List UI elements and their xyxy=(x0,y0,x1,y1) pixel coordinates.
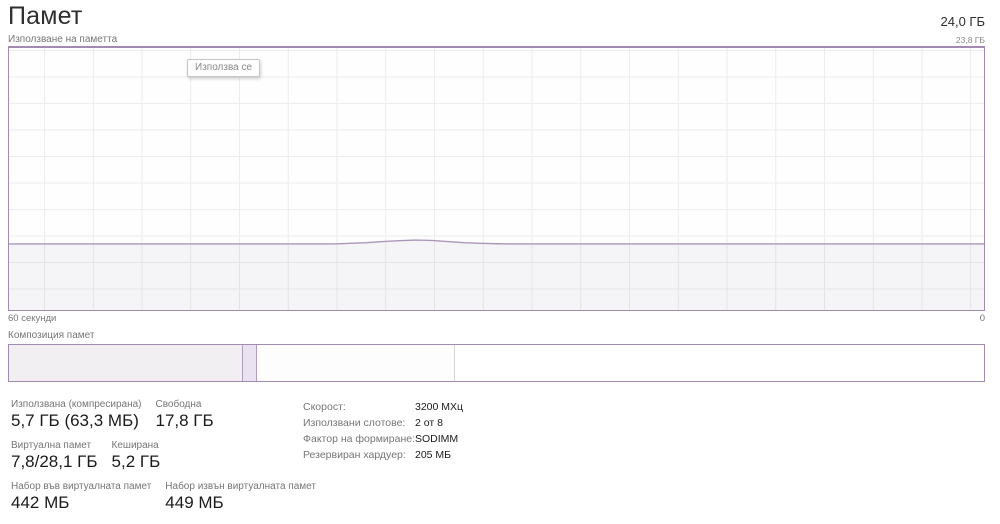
stat-label: Кеширана xyxy=(111,440,159,451)
axis-label-left: 60 секунди xyxy=(8,313,57,324)
stat-cached: Кеширана 5,2 ГБ xyxy=(112,440,161,472)
usage-area xyxy=(9,240,984,310)
composition-segment-standby[interactable] xyxy=(256,345,455,381)
stat-reserved-value: 205 МБ xyxy=(415,449,452,461)
memory-usage-svg xyxy=(9,239,984,310)
stat-speed-label: Скорост: xyxy=(303,401,346,413)
composition-segment-modified[interactable] xyxy=(243,345,257,381)
memory-usage-graph[interactable]: Използва се xyxy=(8,46,985,311)
composition-segment-in-use[interactable] xyxy=(9,345,243,381)
stat-row: Използвана (компресирана) 5,7 ГБ (63,3 М… xyxy=(11,399,303,431)
usage-line xyxy=(9,239,984,245)
memory-stats: Използвана (компресирана) 5,7 ГБ (63,3 М… xyxy=(8,399,985,522)
composition-segment-free[interactable] xyxy=(454,345,984,381)
stat-row: Набор във виртуалната памет 442 МБ Набор… xyxy=(11,481,316,513)
stat-value: 449 МБ xyxy=(165,493,224,512)
stat-form-factor-value: SODIMM xyxy=(415,433,459,445)
graph-tooltip: Използва се xyxy=(187,59,261,77)
stat-label: Виртуална памет xyxy=(11,440,92,451)
stat-value: 5,2 ГБ xyxy=(111,452,161,471)
stat-available: Свободна 17,8 ГБ xyxy=(156,399,214,431)
stat-slots-value: 2 от 8 xyxy=(415,417,443,429)
stat-speed-value: 3200 МХц xyxy=(415,401,464,413)
composition-label: Композиция памет xyxy=(8,330,95,341)
stat-value: 5,7 ГБ (63,3 МБ) xyxy=(11,411,139,430)
stat-non-paged-pool: Набор извън виртуалната памет 449 МБ xyxy=(165,481,316,513)
stat-value: 442 МБ xyxy=(11,493,70,512)
stat-form-factor-label: Фактор на формиране: xyxy=(303,433,416,445)
stat-row: Виртуална памет 7,8/28,1 ГБ Кеширана 5,2… xyxy=(11,440,303,472)
usage-graph-header: Използване на паметта 23,8 ГБ xyxy=(8,31,985,45)
stats-right-block: Скорост: 3200 МХц Използвани слотове: 2 … xyxy=(303,401,463,522)
header: Памет 24,0 ГБ xyxy=(8,0,985,30)
stat-value: 7,8/28,1 ГБ xyxy=(11,452,98,471)
stat-in-use: Използвана (компресирана) 5,7 ГБ (63,3 М… xyxy=(11,399,142,431)
page-title: Памет xyxy=(8,2,83,30)
stats-left-block: Използвана (компресирана) 5,7 ГБ (63,3 М… xyxy=(11,399,316,522)
stat-value: 17,8 ГБ xyxy=(155,411,214,430)
total-memory-capacity: 24,0 ГБ xyxy=(940,14,985,29)
stat-committed: Виртуална памет 7,8/28,1 ГБ xyxy=(11,440,98,472)
stat-reserved-label: Резервиран хардуер: xyxy=(303,449,406,461)
axis-label-right: 0 xyxy=(979,313,985,324)
stat-label: Набор извън виртуалната памет xyxy=(165,481,316,492)
usage-graph-max-label: 23,8 ГБ xyxy=(955,35,985,45)
stat-paged-pool: Набор във виртуалната памет 442 МБ xyxy=(11,481,151,513)
graph-axis: 60 секунди 0 xyxy=(8,313,985,326)
stat-slots-label: Използвани слотове: xyxy=(303,417,406,429)
memory-page: Памет 24,0 ГБ Използване на паметта 23,8… xyxy=(8,0,985,522)
stat-label: Използвана (компресирана) xyxy=(11,399,142,410)
stat-label: Свободна xyxy=(155,399,202,410)
stat-label: Набор във виртуалната памет xyxy=(11,481,152,492)
usage-graph-label: Използване на паметта xyxy=(8,34,118,45)
memory-composition-bar[interactable] xyxy=(8,344,985,382)
